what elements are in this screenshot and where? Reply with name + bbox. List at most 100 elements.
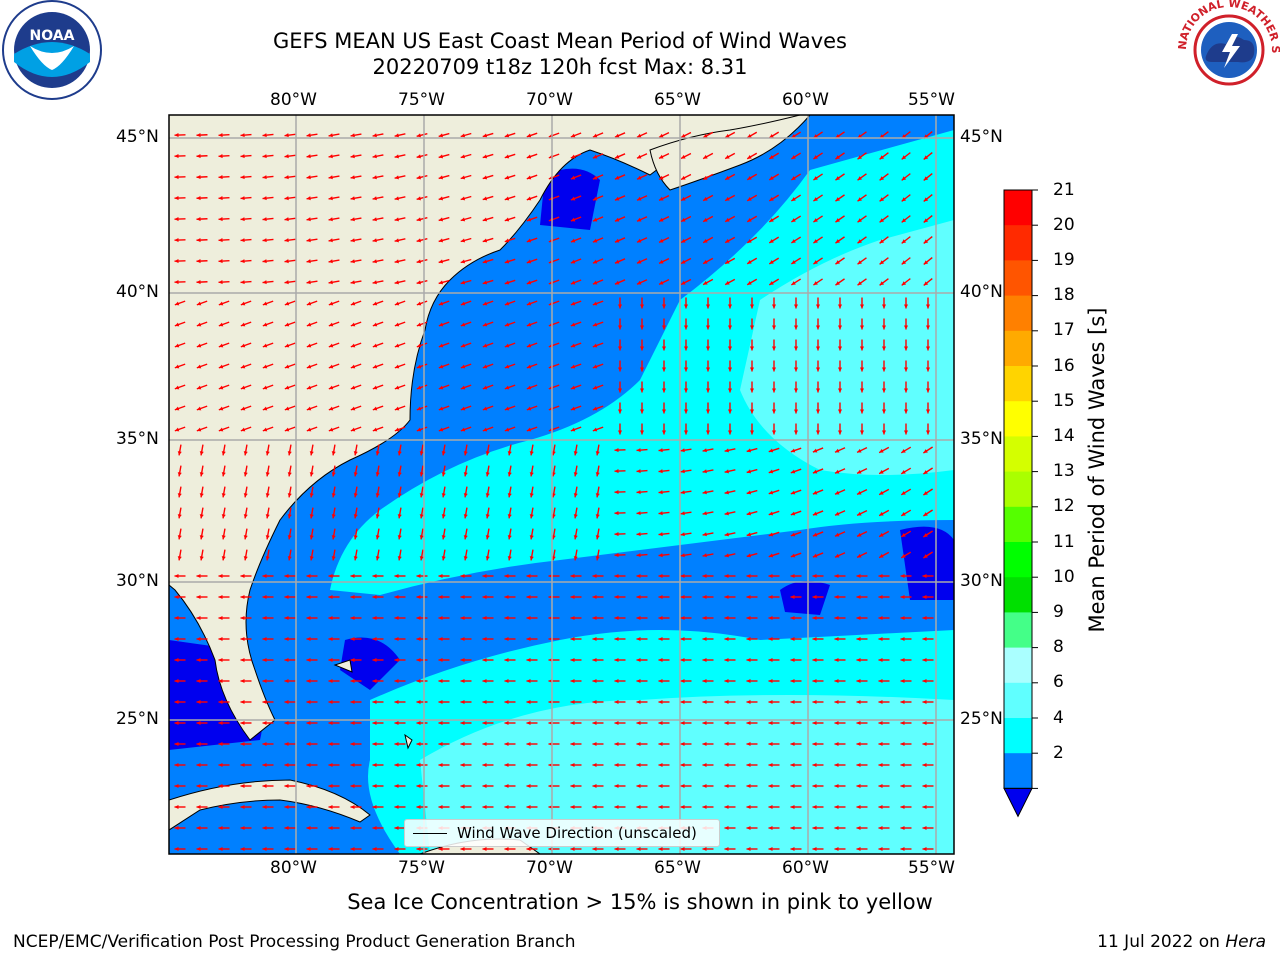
wave-direction-arrowhead (570, 804, 575, 810)
wave-direction-arrowhead (482, 741, 487, 747)
wave-direction-arrowhead (438, 741, 443, 747)
wave-direction-arrowhead (196, 783, 201, 789)
wave-direction-arrowhead (265, 493, 270, 498)
wave-direction-arrowhead (196, 175, 201, 180)
wave-direction-arrowhead (174, 594, 179, 600)
wave-direction-arrowhead (702, 699, 707, 705)
wave-direction-arrowhead (372, 678, 377, 684)
wave-direction-arrowhead (835, 281, 840, 286)
wave-direction-arrowhead (419, 451, 424, 456)
wave-direction-arrowhead (262, 364, 268, 369)
wave-direction-arrowhead (174, 804, 179, 810)
wave-direction-arrowhead (680, 678, 685, 684)
wave-direction-arrowhead (174, 279, 179, 285)
wave-direction-arrowhead (438, 657, 443, 663)
wave-direction-arrowhead (460, 762, 465, 768)
wave-direction-arrowhead (284, 657, 289, 663)
wave-direction-arrowhead (460, 573, 465, 579)
wave-direction-arrowhead (350, 804, 355, 810)
wave-direction-arrowhead (768, 448, 774, 453)
wave-direction-arrowhead (526, 427, 532, 432)
wave-direction-arrowhead (923, 155, 929, 160)
lat-label-right-30n: 30°N (960, 571, 1003, 591)
wave-direction-arrowhead (460, 301, 466, 306)
wave-direction-arrowhead (394, 385, 400, 390)
wave-direction-arrowhead (639, 367, 645, 372)
wave-direction-arrowhead (221, 472, 226, 477)
wave-direction-arrowhead (769, 134, 774, 138)
wave-direction-arrowhead (681, 154, 686, 159)
wave-direction-arrowhead (240, 301, 246, 306)
wave-direction-arrowhead (812, 804, 817, 810)
wave-direction-arrowhead (658, 594, 663, 600)
wave-direction-arrowhead (614, 783, 619, 789)
lon-label-top-75w: 75°W (398, 90, 445, 110)
wave-direction-arrowhead (923, 491, 928, 495)
wave-direction-arrowhead (749, 304, 755, 309)
wave-direction-arrowhead (680, 699, 685, 705)
colorbar-segment (1004, 471, 1032, 508)
wave-direction-arrowhead (815, 409, 821, 414)
wave-direction-arrowhead (507, 451, 512, 456)
wave-direction-arrowhead (306, 217, 311, 222)
wave-direction-arrowhead (372, 615, 377, 621)
wave-direction-arrowhead (240, 175, 245, 180)
wave-direction-arrowhead (284, 762, 289, 768)
wave-direction-arrowhead (791, 239, 796, 243)
wave-direction-arrowhead (240, 133, 245, 138)
wave-direction-arrowhead (463, 556, 468, 561)
wave-direction-arrowhead (881, 346, 887, 351)
wave-direction-arrowhead (570, 846, 575, 852)
wave-direction-arrowhead (262, 427, 268, 432)
wave-direction-arrowhead (284, 594, 289, 600)
wave-direction-arrowhead (460, 615, 465, 621)
wave-direction-arrowhead (747, 133, 752, 138)
lat-label-left-40n: 40°N (116, 282, 159, 302)
wave-direction-arrowhead (174, 153, 179, 159)
wave-direction-arrowhead (375, 514, 380, 519)
wave-direction-arrowhead (328, 364, 334, 369)
wave-direction-arrowhead (639, 325, 645, 330)
wave-direction-arrowhead (438, 573, 443, 579)
wave-direction-arrowhead (353, 514, 358, 519)
wave-direction-arrowhead (856, 615, 861, 621)
wave-direction-arrowhead (636, 657, 641, 663)
wave-direction-arrowhead (901, 260, 907, 265)
wave-direction-arrowhead (375, 451, 380, 456)
wave-direction-arrowhead (262, 594, 267, 600)
wave-direction-arrowhead (460, 175, 466, 180)
wave-direction-arrowhead (790, 636, 795, 642)
wave-direction-arrowhead (482, 804, 487, 810)
wave-direction-arrowhead (812, 762, 817, 768)
wave-direction-arrowhead (724, 783, 729, 789)
colorbar-segment (1004, 542, 1032, 578)
wave-direction-arrowhead (199, 493, 204, 498)
wave-direction-arrowhead (857, 134, 862, 139)
wave-direction-arrowhead (790, 469, 796, 474)
wave-direction-arrowhead (614, 154, 620, 159)
wave-direction-arrowhead (504, 196, 510, 201)
wave-direction-arrowhead (416, 804, 421, 810)
wave-direction-arrowhead (834, 846, 839, 852)
wave-direction-arrowhead (925, 325, 931, 330)
wave-direction-arrowhead (900, 615, 905, 621)
wave-direction-arrowhead (812, 490, 818, 495)
colorbar-segment (1004, 718, 1032, 754)
wave-direction-arrowhead (614, 762, 619, 768)
wave-direction-arrowhead (504, 385, 510, 390)
wave-direction-arrowhead (438, 133, 444, 138)
wave-direction-arrowhead (504, 573, 509, 579)
wave-direction-arrowhead (680, 469, 685, 474)
wave-direction-arrowhead (793, 388, 799, 393)
wave-direction-arrowhead (265, 451, 270, 456)
wave-direction-arrowhead (504, 657, 509, 663)
period-band-south-light (420, 695, 954, 854)
lat-label-left-25n: 25°N (116, 709, 159, 729)
wave-direction-arrowhead (482, 343, 488, 348)
wave-direction-arrowhead (614, 678, 619, 684)
wave-direction-arrowhead (350, 783, 355, 789)
wave-direction-arrowhead (658, 636, 663, 642)
wave-direction-arrowhead (768, 783, 773, 789)
wave-direction-arrowhead (328, 573, 333, 579)
wave-direction-arrowhead (463, 451, 468, 456)
